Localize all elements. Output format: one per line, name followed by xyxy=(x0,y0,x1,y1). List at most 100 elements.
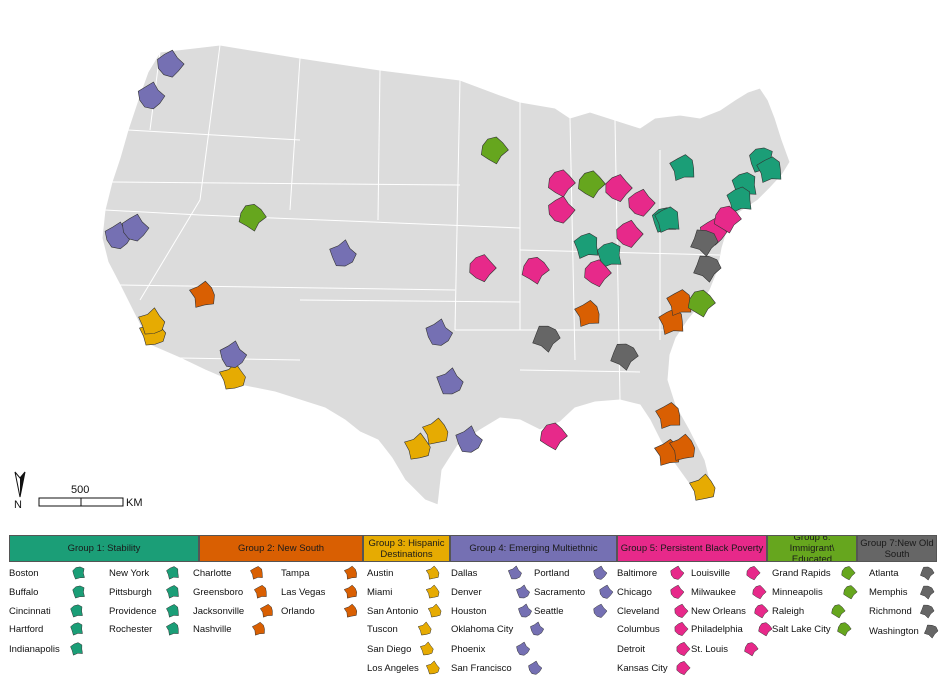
city-region-orlando xyxy=(669,433,696,461)
legend-header-group-6: Group 6: Immigrant\ Educated xyxy=(767,535,857,562)
legend-city-dallas: Dallas xyxy=(451,568,478,579)
legend-city-richmond: Richmond xyxy=(869,606,912,617)
legend-glyph-raleigh xyxy=(831,604,846,619)
legend-city-st-louis: St. Louis xyxy=(691,644,728,655)
legend-city-greensboro: Greensboro xyxy=(193,587,244,598)
legend-city-tampa: Tampa xyxy=(281,568,310,579)
legend-glyph-milwaukee xyxy=(752,585,767,600)
legend-city-philadelphia: Philadelphia xyxy=(691,624,743,635)
legend-city-columbus: Columbus xyxy=(617,624,660,635)
legend-glyph-houston xyxy=(518,603,533,618)
legend-city-boston: Boston xyxy=(9,568,39,579)
legend-city-chicago: Chicago xyxy=(617,587,652,598)
city-region-oklahoma-city xyxy=(425,318,453,346)
legend-city-new-york: New York xyxy=(109,568,150,579)
city-region-seattle xyxy=(157,49,185,78)
legend-city-cincinnati: Cincinnati xyxy=(9,606,51,617)
legend-city-grand-rapids: Grand Rapids xyxy=(772,568,831,579)
legend-glyph-chicago xyxy=(670,584,685,599)
legend-header-group-4: Group 4: Emerging Multiethnic xyxy=(450,535,617,562)
legend-glyph-philadelphia xyxy=(758,622,773,637)
city-region-atlanta xyxy=(610,343,639,371)
city-region-richmond xyxy=(693,255,722,283)
legend-city-baltimore: Baltimore xyxy=(617,568,658,579)
legend-glyph-atlanta xyxy=(920,566,935,581)
legend-glyph-louisville xyxy=(746,566,761,581)
legend-glyph-tampa xyxy=(343,565,357,580)
legend-city-san-francisco: San Francisco xyxy=(451,663,512,674)
city-region-pittsburgh xyxy=(654,206,680,233)
city-region-phoenix xyxy=(219,340,248,368)
legend-glyph-miami xyxy=(425,584,440,599)
legend-city-raleigh: Raleigh xyxy=(772,606,805,617)
city-region-denver xyxy=(329,239,357,267)
legend-city-denver: Denver xyxy=(451,587,482,598)
legend-glyph-san-antonio xyxy=(427,603,442,618)
north-arrow xyxy=(14,471,26,498)
legend-city-san-antonio: San Antonio xyxy=(367,606,419,617)
legend-city-sacramento: Sacramento xyxy=(534,587,586,598)
legend-glyph-oklahoma-city xyxy=(530,621,545,636)
legend-glyph-seattle xyxy=(593,603,608,618)
city-region-columbus xyxy=(616,219,644,248)
legend-glyph-orlando xyxy=(343,603,358,618)
legend: Group 1: Stability Group 2: New South Gr… xyxy=(9,535,939,692)
city-region-washington xyxy=(690,229,719,257)
city-region-salt-lake-city xyxy=(238,203,267,232)
legend-glyph-boston xyxy=(72,566,85,580)
city-region-los-angeles xyxy=(138,307,166,335)
us-map xyxy=(14,44,791,507)
legend-glyph-san-francisco xyxy=(528,660,543,675)
legend-glyph-grand-rapids xyxy=(841,566,856,581)
city-region-greensboro xyxy=(666,289,692,316)
legend-city-houston: Houston xyxy=(451,606,487,617)
legend-city-san-diego: San Diego xyxy=(367,644,412,655)
legend-glyph-portland xyxy=(593,565,608,580)
legend-city-kansas-city: Kansas City xyxy=(617,663,668,674)
legend-glyph-salt-lake-city xyxy=(837,622,852,637)
legend-glyph-jacksonville xyxy=(259,603,273,618)
legend-glyph-baltimore xyxy=(670,565,685,580)
city-region-detroit xyxy=(605,174,633,202)
legend-city-orlando: Orlando xyxy=(281,606,315,617)
city-region-new-york xyxy=(726,186,752,213)
legend-city-las-vegas: Las Vegas xyxy=(281,587,326,598)
legend-glyph-new-orleans xyxy=(754,604,769,619)
legend-glyph-los-angeles xyxy=(425,660,440,675)
city-region-houston xyxy=(455,425,483,453)
legend-header-group-1: Group 1: Stability xyxy=(9,535,199,562)
city-region-rochester xyxy=(669,154,695,181)
city-region-jacksonville xyxy=(655,402,681,429)
legend-city-detroit: Detroit xyxy=(617,644,645,655)
legend-group-headers: Group 1: Stability Group 2: New South Gr… xyxy=(9,535,937,562)
legend-glyph-tuscon xyxy=(417,621,432,636)
legend-header-group-7: Group 7:New Old South xyxy=(857,535,937,562)
north-label: N xyxy=(14,499,22,511)
legend-glyph-kansas-city xyxy=(676,661,691,676)
city-region-chicago xyxy=(548,195,576,224)
legend-glyph-richmond xyxy=(919,604,935,619)
city-region-providence xyxy=(756,156,782,183)
legend-city-indianapolis: Indianapolis xyxy=(9,644,60,655)
legend-city-milwaukee: Milwaukee xyxy=(691,587,736,598)
legend-city-portland: Portland xyxy=(534,568,570,579)
scale-bar xyxy=(38,497,124,507)
city-region-cleveland xyxy=(628,188,656,217)
city-region-nashville xyxy=(574,300,600,327)
legend-glyph-hartford xyxy=(70,622,83,636)
legend-city-hartford: Hartford xyxy=(9,624,44,635)
legend-glyph-austin xyxy=(425,565,440,580)
legend-glyph-providence xyxy=(166,604,179,618)
legend-city-memphis: Memphis xyxy=(869,587,908,598)
legend-city-phoenix: Phoenix xyxy=(451,644,486,655)
city-region-raleigh xyxy=(687,289,716,318)
city-region-philadelphia xyxy=(713,205,742,234)
city-region-austin xyxy=(422,417,449,445)
legend-city-los-angeles: Los Angeles xyxy=(367,663,419,674)
legend-glyph-washington xyxy=(923,624,939,639)
scale-value: 500 xyxy=(71,484,90,496)
legend-city-charlotte: Charlotte xyxy=(193,568,232,579)
legend-city-cleveland: Cleveland xyxy=(617,606,660,617)
legend-glyph-minneapolis xyxy=(843,585,858,600)
legend-glyph-sacramento xyxy=(599,584,614,599)
